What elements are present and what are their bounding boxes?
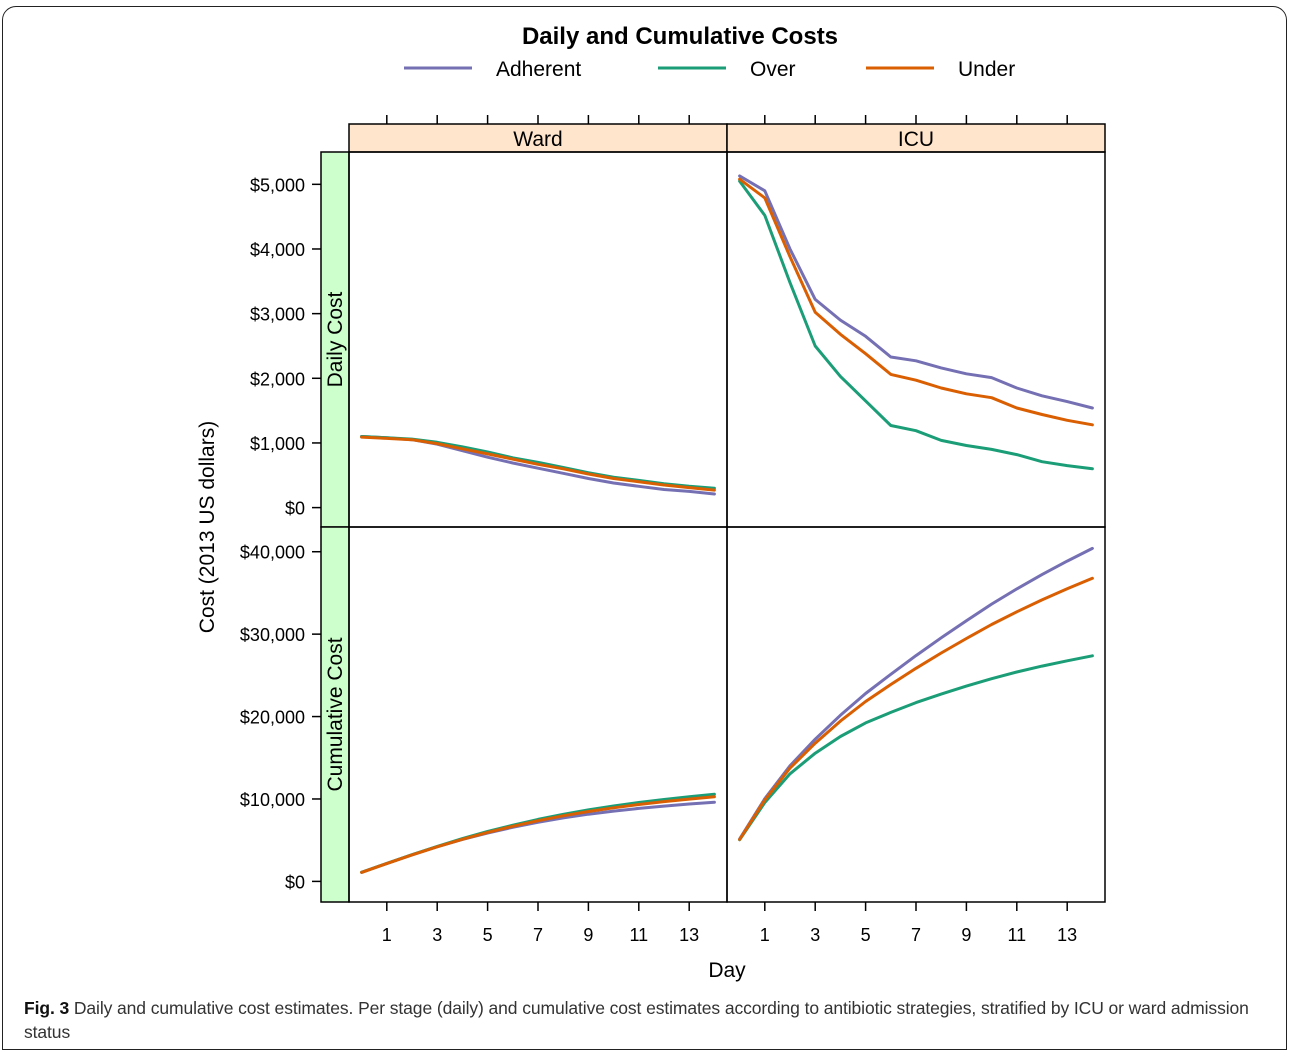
series-line-cumulative-cost-ward-adherent <box>360 800 716 874</box>
x-tick-label: 13 <box>1057 925 1077 945</box>
x-tick-label: 1 <box>760 925 770 945</box>
series-line-cumulative-cost-ward-under <box>360 795 716 874</box>
x-tick-label: 7 <box>911 925 921 945</box>
series-line-daily-cost-ward-over <box>360 435 716 490</box>
legend-label-under: Under <box>958 58 1015 81</box>
x-tick-label: 5 <box>861 925 871 945</box>
panel-1-0 <box>348 526 728 903</box>
x-tick-label: 7 <box>533 925 543 945</box>
figure-frame <box>2 6 1287 1050</box>
x-tick-label: 5 <box>483 925 493 945</box>
x-tick-label: 9 <box>583 925 593 945</box>
y-tick-label: $30,000 <box>240 625 305 645</box>
series-line-cumulative-cost-icu-adherent <box>738 546 1094 841</box>
figure-caption: Fig. 3 Daily and cumulative cost estimat… <box>24 996 1274 1044</box>
panel-0-1 <box>726 151 1106 528</box>
x-axis-label: Day <box>708 959 746 982</box>
y-tick-label: $1,000 <box>250 434 305 454</box>
x-tick-label: 11 <box>629 925 648 945</box>
series-line-daily-cost-icu-adherent <box>738 174 1094 410</box>
y-tick-label: $20,000 <box>240 708 305 728</box>
series-line-cumulative-cost-icu-over <box>738 654 1094 842</box>
series-line-daily-cost-icu-under <box>738 177 1094 427</box>
strip-cumulative-cost <box>320 526 350 903</box>
y-tick-label: $40,000 <box>240 543 305 563</box>
caption-label: Fig. 3 <box>24 998 70 1018</box>
legend-label-over: Over <box>750 58 796 81</box>
strip-label-icu: ICU <box>898 128 934 151</box>
strip-label-ward: Ward <box>513 128 562 151</box>
x-tick-label: 13 <box>679 925 699 945</box>
chart-title: Daily and Cumulative Costs <box>522 23 838 50</box>
strip-label-cumulative-cost: Cumulative Cost <box>324 637 347 791</box>
y-tick-label: $10,000 <box>240 790 305 810</box>
strip-label-daily-cost: Daily Cost <box>324 291 347 387</box>
y-tick-label: $5,000 <box>250 175 305 195</box>
y-tick-label: $0 <box>285 872 305 892</box>
y-tick-label: $0 <box>285 499 305 519</box>
x-tick-label: 1 <box>382 925 392 945</box>
legend-label-adherent: Adherent <box>496 58 581 81</box>
y-tick-label: $2,000 <box>250 369 305 389</box>
panel-1-1 <box>726 526 1106 903</box>
x-tick-label: 11 <box>1007 925 1026 945</box>
panel-0-0 <box>348 151 728 528</box>
y-tick-label: $3,000 <box>250 305 305 325</box>
y-tick-label: $4,000 <box>250 240 305 260</box>
caption-text: Daily and cumulative cost estimates. Per… <box>24 998 1249 1042</box>
x-tick-label: 3 <box>810 925 820 945</box>
x-tick-label: 9 <box>961 925 971 945</box>
strip-icu <box>726 123 1106 153</box>
series-line-cumulative-cost-icu-under <box>738 576 1094 841</box>
x-tick-label: 3 <box>432 925 442 945</box>
y-axis-label: Cost (2013 US dollars) <box>196 421 219 633</box>
series-line-daily-cost-ward-under <box>360 435 716 492</box>
series-line-daily-cost-icu-over <box>738 179 1094 471</box>
